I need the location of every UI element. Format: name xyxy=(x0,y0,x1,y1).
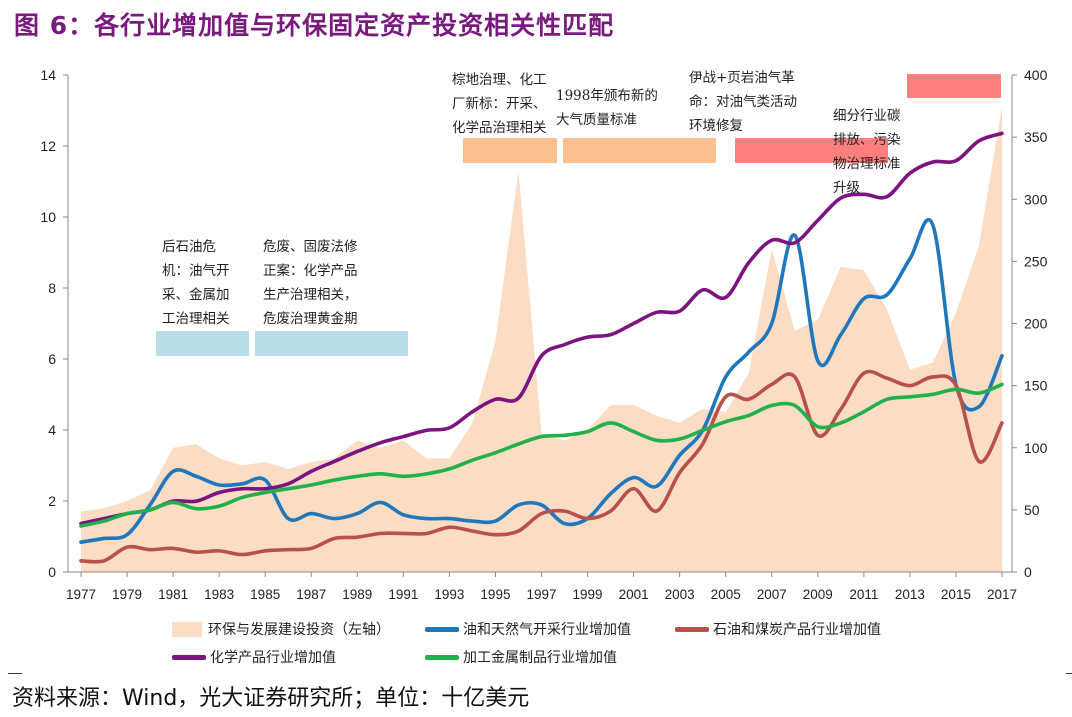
right-tick-label: 200 xyxy=(1024,316,1048,332)
legend-label: 加工金属制品行业增加值 xyxy=(463,650,617,666)
legend-swatch xyxy=(172,621,202,637)
x-tick-label: 2013 xyxy=(895,587,925,602)
right-tick-label: 300 xyxy=(1024,191,1048,207)
series-line-3 xyxy=(79,131,1004,526)
x-tick-label: 2011 xyxy=(849,587,878,602)
x-tick-label: 2017 xyxy=(987,587,1017,602)
annotation-box-2 xyxy=(255,331,408,356)
legend-item-metal: 加工金属制品行业增加值 xyxy=(425,647,617,667)
divider-left xyxy=(8,673,22,674)
legend-label: 化学产品行业增加值 xyxy=(210,650,336,666)
left-tick-label: 10 xyxy=(40,209,56,225)
x-tick-label: 1999 xyxy=(573,587,603,602)
legend-item-oil-gas: 油和天然气开采行业增加值 xyxy=(425,619,631,639)
annotation-text-1: 后石油危 机：油气开 采、金属加 工治理相关 xyxy=(162,239,230,327)
x-tick-label: 2005 xyxy=(711,587,741,602)
right-tick-label: 100 xyxy=(1024,440,1048,456)
x-tick-label: 1977 xyxy=(66,587,96,602)
left-tick-label: 8 xyxy=(48,280,56,296)
x-tick-label: 2001 xyxy=(619,587,649,602)
legend-item-chemical: 化学产品行业增加值 xyxy=(172,647,336,667)
x-tick-label: 1983 xyxy=(204,587,234,602)
left-tick-label: 6 xyxy=(48,351,56,367)
series-line-4 xyxy=(79,382,1004,528)
annotation-box-5 xyxy=(735,138,888,163)
x-tick-label: 1997 xyxy=(526,587,556,602)
divider-right xyxy=(1066,673,1072,674)
x-tick-label: 2003 xyxy=(665,587,695,602)
x-tick-label: 1987 xyxy=(296,587,326,602)
annotation-text-4: 1998年颁布新的 大气质量标准 xyxy=(556,88,658,128)
annotation-box-4 xyxy=(563,138,716,163)
legend-swatch xyxy=(425,654,459,660)
annotation-text-6: 细分行业碳 排放、污染 物治理标准 升级 xyxy=(833,108,901,196)
legend-label: 石油和煤炭产品行业增加值 xyxy=(713,622,881,638)
axes: 0 2 4 6 8 10 12 14 0 50 100 150 200 250 300 350 400 1977 1… xyxy=(40,67,1047,602)
x-tick-label: 1985 xyxy=(250,587,280,602)
legend-label: 油和天然气开采行业增加值 xyxy=(463,622,631,638)
right-tick-label: 50 xyxy=(1024,502,1040,518)
right-tick-label: 0 xyxy=(1024,564,1032,580)
legend-label: 环保与发展建设投资（左轴） xyxy=(208,622,390,638)
left-tick-label: 2 xyxy=(48,493,56,509)
left-tick-label: 4 xyxy=(48,422,56,438)
series-area-investment xyxy=(81,106,1002,572)
legend-swatch xyxy=(675,626,709,632)
annotation-box-3 xyxy=(463,138,557,163)
series-line-2 xyxy=(79,369,1004,564)
x-tick-label: 1979 xyxy=(112,587,142,602)
x-tick-label: 1989 xyxy=(342,587,372,602)
x-tick-label: 2015 xyxy=(941,587,971,602)
x-tick-label: 2009 xyxy=(803,587,833,602)
x-tick-label: 1981 xyxy=(158,587,188,602)
right-tick-label: 250 xyxy=(1024,253,1048,269)
legend-item-investment: 环保与发展建设投资（左轴） xyxy=(172,619,390,639)
line-layer xyxy=(79,131,1004,564)
source-note: 资料来源：Wind，光大证券研究所；单位：十亿美元 xyxy=(12,686,530,711)
annotation-text-3: 棕地治理、化工 厂新标：开采、 化学品治理相关 xyxy=(452,72,547,136)
legend-swatch xyxy=(172,654,206,660)
chart-title: 图 6：各行业增加值与环保固定资产投资相关性匹配 xyxy=(14,11,615,40)
x-tick-label: 2007 xyxy=(757,587,787,602)
right-tick-label: 400 xyxy=(1024,67,1048,83)
x-tick-label: 1995 xyxy=(480,587,510,602)
annotation-box-1 xyxy=(156,331,249,356)
right-tick-label: 150 xyxy=(1024,378,1048,394)
x-tick-label: 1991 xyxy=(388,587,418,602)
annotation-text-5: 伊战+页岩油气革 命：对油气类活动 环境修复 xyxy=(689,70,797,134)
annotation-text-2: 危废、固废法修 正案：化学产品 生产治理相关， 危废治理黄金期 xyxy=(263,239,358,327)
annotation-box-6 xyxy=(907,74,1001,98)
area-layer xyxy=(81,106,1002,572)
left-tick-label: 0 xyxy=(48,564,56,580)
legend-swatch xyxy=(425,626,459,632)
left-tick-label: 14 xyxy=(40,67,56,83)
series-line-1 xyxy=(79,218,1004,544)
left-tick-label: 12 xyxy=(40,138,56,154)
right-tick-label: 350 xyxy=(1024,129,1048,145)
x-tick-label: 1993 xyxy=(434,587,464,602)
legend-item-petroleum-coal: 石油和煤炭产品行业增加值 xyxy=(675,619,881,639)
